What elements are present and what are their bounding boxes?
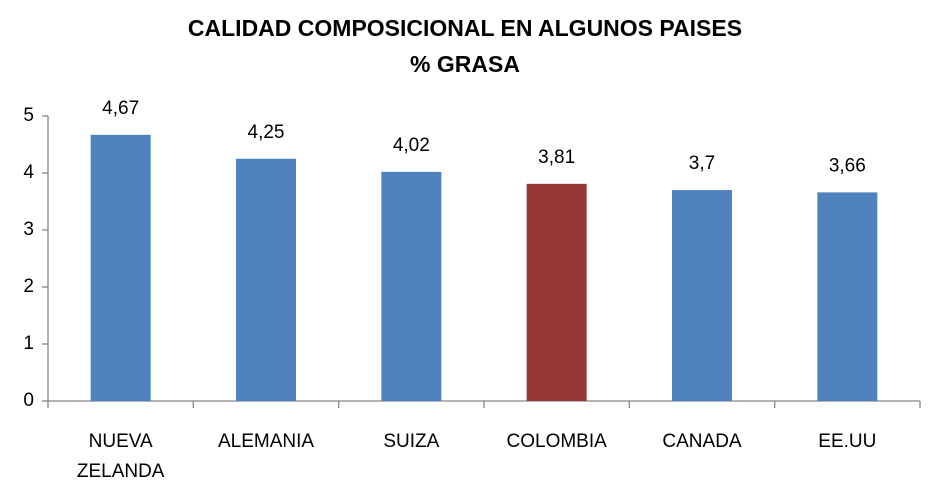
y-tick-label: 1 [23,333,34,354]
value-label: 4,02 [393,135,430,156]
bar [526,183,587,401]
chart-subtitle: % GRASA [410,51,520,77]
y-tick-label: 0 [23,390,34,411]
y-tick-label: 3 [23,219,34,240]
x-tick-label: ALEMANIA [218,431,314,452]
x-tick-label: COLOMBIA [507,431,608,452]
chart-title: CALIDAD COMPOSICIONAL EN ALGUNOS PAISES [188,15,742,41]
bar [236,158,296,401]
value-label: 4,25 [248,122,285,143]
bar [672,190,732,401]
x-tick-label: CANADA [662,431,742,452]
bar [817,192,878,401]
y-tick-label: 2 [23,276,34,297]
value-label: 3,66 [829,155,866,176]
y-tick-label: 4 [23,162,34,183]
value-label: 3,81 [538,147,575,168]
x-tick-label: SUIZA [383,431,439,452]
x-tick-label: EE.UU [818,431,876,452]
value-label: 3,7 [689,153,715,174]
x-tick-label: NUEVA ZELANDA [77,431,165,482]
bar [381,171,442,401]
value-label: 4,67 [102,98,139,119]
y-tick-label: 5 [23,105,34,126]
bar [90,134,151,401]
